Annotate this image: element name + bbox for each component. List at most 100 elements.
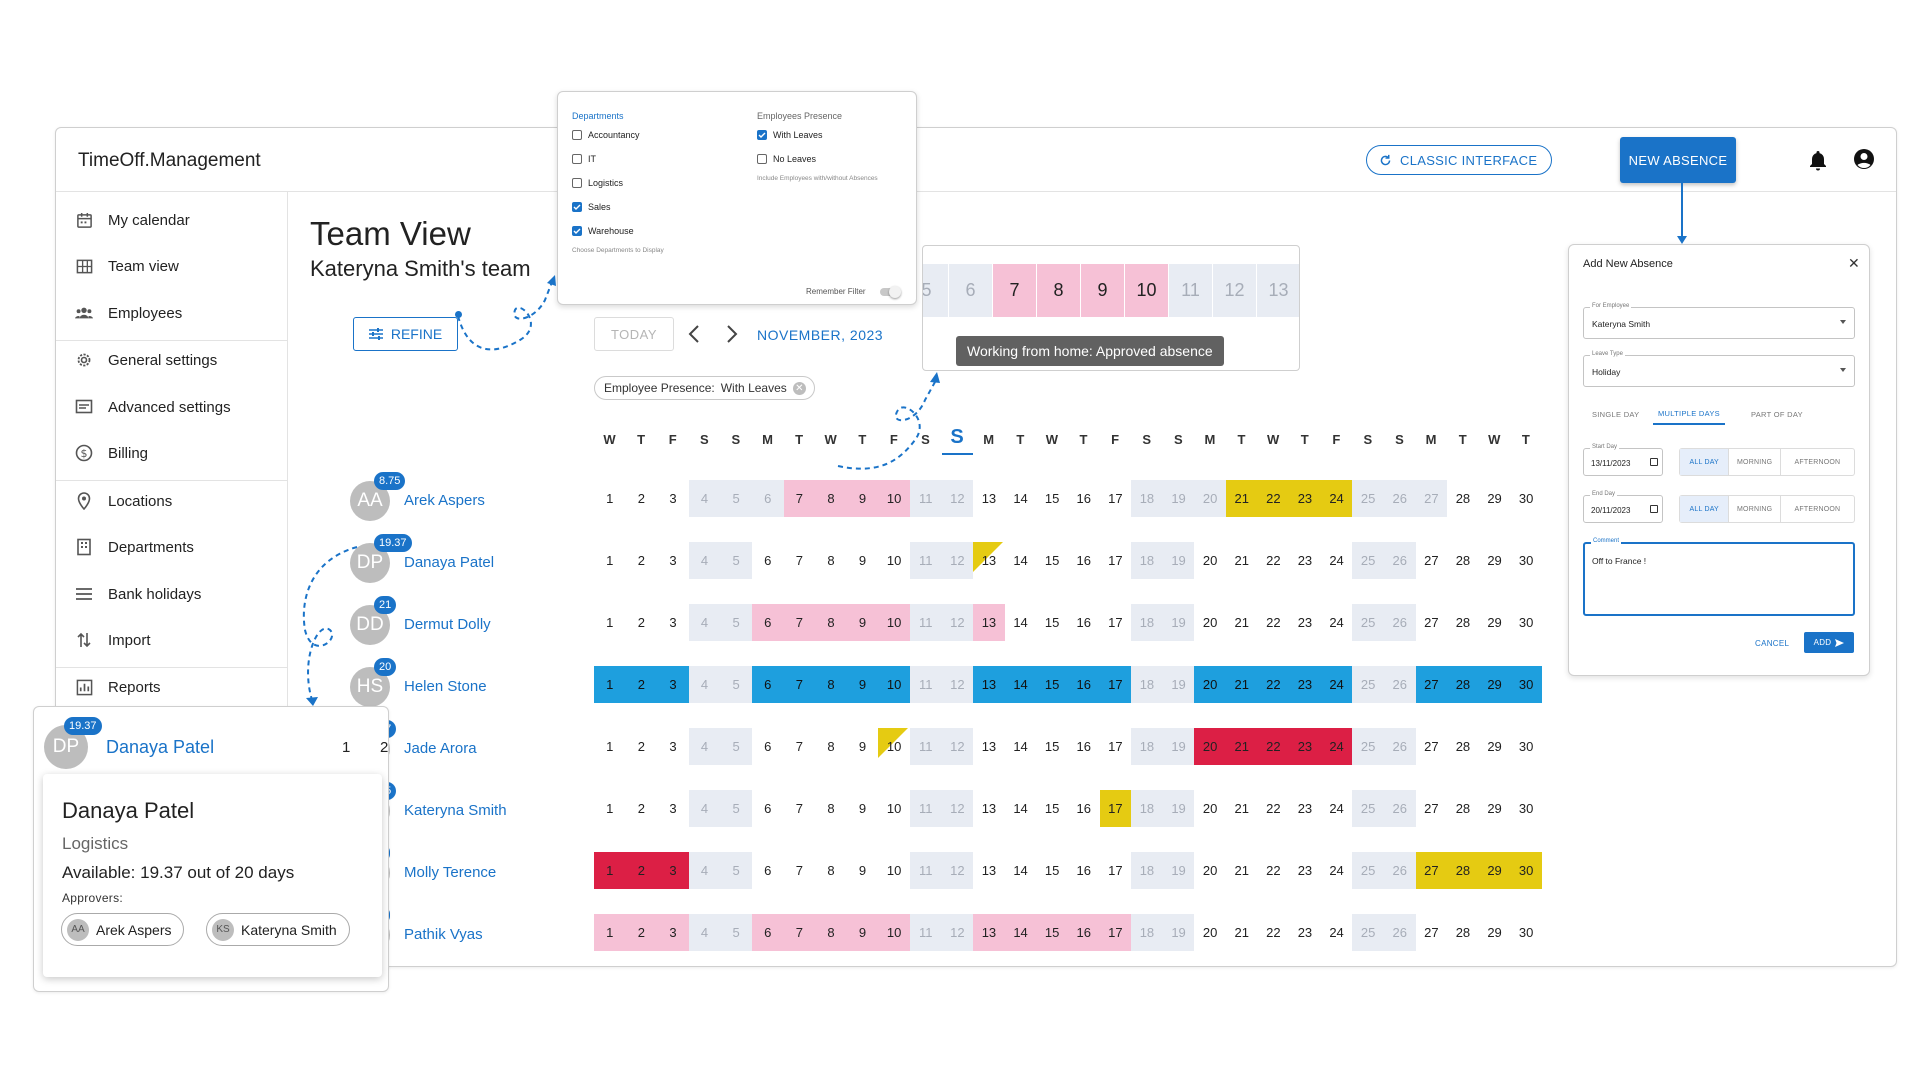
day-cell[interactable]: 3 xyxy=(657,666,689,703)
day-cell[interactable]: 6 xyxy=(764,553,772,568)
day-cell[interactable]: 15 xyxy=(1044,739,1060,754)
day-cell[interactable]: 24 xyxy=(1320,480,1353,517)
day-cell[interactable]: 28 xyxy=(1455,739,1471,754)
day-cell[interactable]: 30 xyxy=(1518,553,1534,568)
day-cell[interactable]: 7 xyxy=(795,553,803,568)
day-cell[interactable]: 24 xyxy=(1329,925,1344,940)
day-cell[interactable]: 22 xyxy=(1257,480,1290,517)
day-cell[interactable]: 18 xyxy=(1131,728,1163,765)
segment-afternoon[interactable]: AFTERNOON xyxy=(1794,505,1841,513)
zoom-day-cell[interactable]: 10 xyxy=(1125,264,1168,317)
checkbox-accountancy[interactable]: Accountancy xyxy=(572,130,640,140)
day-cell[interactable]: 29 xyxy=(1487,491,1502,506)
day-cell[interactable]: 3 xyxy=(669,491,677,506)
day-cell[interactable]: 19 xyxy=(1162,728,1195,765)
sidebar-item-bank-holidays[interactable]: Bank holidays xyxy=(56,575,288,613)
day-cell[interactable]: 7 xyxy=(783,480,816,517)
checkbox-logistics[interactable]: Logistics xyxy=(572,178,623,188)
day-cell[interactable]: 6 xyxy=(752,604,784,641)
day-cell[interactable]: 5 xyxy=(720,728,752,765)
day-cell[interactable]: 8 xyxy=(827,801,835,816)
day-cell[interactable]: 9 xyxy=(846,914,879,951)
day-cell[interactable]: 28 xyxy=(1455,553,1471,568)
day-cell[interactable]: 3 xyxy=(669,553,677,568)
day-cell[interactable]: 16 xyxy=(1076,739,1091,754)
day-cell[interactable]: 27 xyxy=(1415,852,1448,889)
day-cell[interactable]: 7 xyxy=(795,739,803,754)
day-cell[interactable]: 5 xyxy=(720,914,752,951)
day-cell[interactable]: 23 xyxy=(1297,553,1313,568)
day-cell[interactable]: 10 xyxy=(878,666,910,703)
day-cell[interactable]: 24 xyxy=(1320,728,1353,765)
day-cell[interactable]: 2 xyxy=(625,914,658,951)
day-cell[interactable]: 4 xyxy=(688,790,721,827)
day-cell[interactable]: 10 xyxy=(878,480,910,517)
day-cell[interactable]: 20 xyxy=(1194,728,1226,765)
day-cell[interactable]: 1 xyxy=(594,666,626,703)
day-cell[interactable]: 15 xyxy=(1044,615,1060,630)
approver-chip[interactable]: AA Arek Aspers xyxy=(61,913,185,946)
day-cell[interactable]: 3 xyxy=(657,914,689,951)
day-cell[interactable]: 1 xyxy=(342,739,351,756)
employee-name-link[interactable]: Molly Terence xyxy=(404,864,497,881)
day-cell[interactable]: 4 xyxy=(688,728,721,765)
day-cell[interactable]: 17 xyxy=(1108,615,1123,630)
checkbox-with-leaves[interactable]: With Leaves xyxy=(757,130,823,140)
day-cell[interactable]: 21 xyxy=(1234,801,1249,816)
day-cell[interactable]: 7 xyxy=(795,863,803,878)
segment-afternoon[interactable]: AFTERNOON xyxy=(1794,458,1841,466)
day-cell[interactable]: 17 xyxy=(1108,863,1123,878)
cancel-button[interactable]: CANCEL xyxy=(1755,639,1790,648)
day-cell[interactable]: 18 xyxy=(1131,790,1163,827)
day-cell[interactable]: 5 xyxy=(720,604,752,641)
calendar-icon[interactable] xyxy=(1650,505,1658,513)
day-cell[interactable]: 10 xyxy=(886,553,902,568)
day-cell[interactable]: 7 xyxy=(795,801,803,816)
day-cell[interactable]: 25 xyxy=(1352,604,1384,641)
day-cell[interactable]: 14 xyxy=(1013,615,1028,630)
day-cell[interactable]: 14 xyxy=(1013,739,1028,754)
leave-type-select[interactable]: Leave Type Holiday xyxy=(1583,351,1855,387)
employee-name-link[interactable]: Helen Stone xyxy=(404,678,487,695)
day-cell[interactable]: 23 xyxy=(1297,925,1313,940)
sidebar-item-reports[interactable]: Reports xyxy=(56,668,288,706)
segment-all-day[interactable]: ALL DAY xyxy=(1680,496,1730,522)
day-cell[interactable]: 18 xyxy=(1131,542,1163,579)
zoom-day-cell[interactable]: 12 xyxy=(1213,264,1256,317)
day-cell[interactable]: 27 xyxy=(1424,615,1439,630)
day-cell[interactable]: 3 xyxy=(657,852,689,889)
account-icon[interactable] xyxy=(1853,148,1875,170)
day-cell[interactable]: 2 xyxy=(637,801,645,816)
day-cell[interactable]: 2 xyxy=(380,739,388,756)
checkbox-it[interactable]: IT xyxy=(572,154,596,164)
day-cell[interactable]: 20 xyxy=(1202,801,1218,816)
day-cell[interactable]: 9 xyxy=(846,604,879,641)
day-cell[interactable]: 1 xyxy=(594,914,626,951)
day-cell[interactable]: 10 xyxy=(878,728,910,765)
day-cell[interactable]: 15 xyxy=(1036,666,1068,703)
day-cell[interactable]: 4 xyxy=(688,666,721,703)
day-cell[interactable]: 9 xyxy=(858,739,867,754)
day-cell[interactable]: 2 xyxy=(625,666,658,703)
day-cell[interactable]: 28 xyxy=(1455,491,1471,506)
comment-textarea[interactable]: Comment Off to France ! xyxy=(1583,538,1855,616)
day-cell[interactable]: 13 xyxy=(981,863,997,878)
day-cell[interactable]: 20 xyxy=(1194,666,1226,703)
day-cell[interactable]: 9 xyxy=(858,553,867,568)
day-cell[interactable]: 13 xyxy=(973,914,1005,951)
day-cell[interactable]: 29 xyxy=(1487,615,1502,630)
sidebar-item-billing[interactable]: $ Billing xyxy=(56,434,288,472)
day-cell[interactable]: 15 xyxy=(1044,863,1060,878)
day-cell[interactable]: 16 xyxy=(1076,801,1091,816)
day-cell[interactable]: 21 xyxy=(1226,666,1258,703)
segment-morning[interactable]: MORNING xyxy=(1729,496,1781,522)
day-cell[interactable]: 26 xyxy=(1384,914,1416,951)
day-cell[interactable]: 11 xyxy=(910,790,942,827)
calendar-icon[interactable] xyxy=(1650,458,1658,466)
day-cell[interactable]: 25 xyxy=(1352,666,1384,703)
day-cell[interactable]: 28 xyxy=(1455,615,1471,630)
day-cell[interactable]: 30 xyxy=(1518,925,1534,940)
tab-single-day[interactable]: SINGLE DAY xyxy=(1592,409,1640,419)
employee-name-link[interactable]: Arek Aspers xyxy=(404,492,485,509)
day-cell[interactable]: 4 xyxy=(688,604,721,641)
